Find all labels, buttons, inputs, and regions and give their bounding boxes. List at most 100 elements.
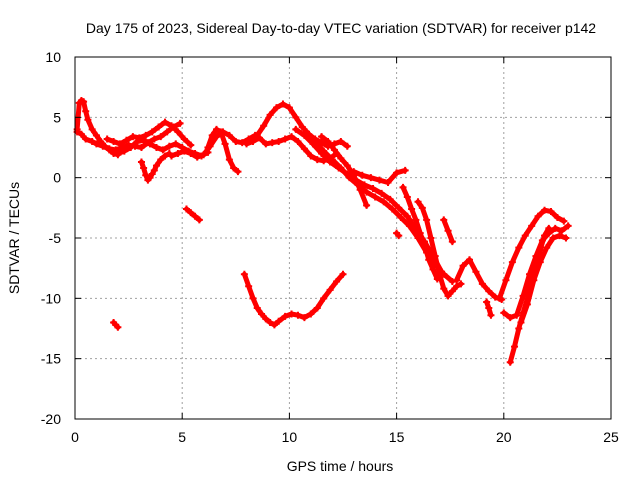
data-point: [281, 312, 289, 320]
data-point: [152, 162, 160, 170]
data-point: [350, 168, 358, 176]
grid-lines: [75, 57, 611, 419]
data-point: [528, 222, 536, 230]
data-point: [163, 128, 171, 136]
data-point: [217, 128, 225, 136]
data-point: [519, 292, 527, 300]
data-point: [556, 232, 564, 240]
data-point: [472, 268, 480, 276]
data-point: [135, 134, 143, 142]
data-point: [440, 216, 448, 224]
axis-ticks: 0 5 10 15 20 25 -20 -15 -10 -5 0 5 10: [41, 49, 619, 445]
data-point: [273, 104, 281, 112]
data-point: [517, 318, 525, 326]
data-point: [543, 244, 551, 252]
data-point: [148, 170, 156, 178]
data-point: [180, 147, 188, 155]
data-points: [73, 96, 572, 366]
series-arc-20: [453, 256, 506, 304]
data-point: [105, 145, 113, 153]
data-point: [500, 309, 508, 317]
data-point: [538, 236, 546, 244]
data-point: [161, 152, 169, 160]
data-point: [397, 213, 405, 221]
data-point: [82, 107, 90, 115]
data-point: [444, 292, 452, 300]
data-point: [176, 119, 184, 127]
data-point: [288, 133, 296, 141]
data-point: [553, 213, 561, 221]
y-tick-label: -10: [41, 290, 61, 306]
data-point: [157, 133, 165, 141]
data-point: [288, 310, 296, 318]
data-point: [187, 209, 195, 217]
data-point: [187, 141, 195, 149]
data-point: [343, 142, 351, 150]
data-point: [258, 310, 266, 318]
data-point: [122, 136, 130, 144]
series-arc-26: [517, 232, 570, 326]
data-point: [414, 198, 422, 206]
data-point: [279, 100, 287, 108]
series-arc-7: [204, 125, 242, 176]
data-point: [292, 113, 300, 121]
data-point: [187, 150, 195, 158]
series-arc-15: [318, 133, 371, 209]
data-point: [116, 140, 124, 148]
series-arc-12: [240, 270, 347, 329]
series-arc-23: [496, 206, 568, 302]
data-point: [80, 98, 88, 106]
data-point: [339, 270, 347, 278]
data-point: [253, 304, 261, 312]
data-point: [459, 262, 467, 270]
y-tick-label: 0: [53, 170, 61, 186]
data-point: [534, 212, 542, 220]
series-arc-2: [73, 119, 184, 154]
series-arc-13: [292, 125, 446, 276]
series-arc-22: [393, 229, 403, 240]
data-point: [541, 206, 549, 214]
data-point: [268, 139, 276, 147]
data-point: [204, 144, 212, 151]
series-arc-25: [500, 222, 572, 322]
data-point: [127, 144, 135, 151]
data-point: [393, 169, 401, 177]
data-point: [403, 212, 411, 220]
data-point: [303, 128, 311, 136]
data-point: [92, 131, 100, 139]
data-point: [401, 166, 409, 174]
data-point: [526, 270, 534, 278]
data-point: [405, 222, 413, 230]
data-point: [180, 135, 188, 143]
data-point: [142, 171, 150, 179]
data-point: [84, 116, 92, 124]
data-point: [137, 144, 145, 151]
data-point: [292, 125, 300, 133]
data-point: [275, 137, 283, 145]
data-point: [255, 134, 263, 142]
x-tick-label: 20: [496, 429, 512, 445]
series-arc-21: [483, 298, 495, 319]
data-point: [457, 280, 465, 288]
data-point: [425, 256, 433, 264]
data-point: [157, 156, 165, 164]
data-point: [232, 137, 240, 145]
data-point: [307, 152, 315, 160]
data-point: [245, 282, 253, 290]
data-point: [112, 146, 120, 154]
data-point: [465, 256, 473, 264]
data-point: [363, 201, 371, 209]
data-point: [137, 158, 145, 166]
data-point: [120, 147, 128, 155]
data-point: [444, 227, 452, 235]
data-point: [142, 131, 150, 139]
series-arc-6: [167, 128, 259, 161]
data-point: [453, 282, 461, 290]
data-point: [249, 294, 257, 302]
data-point: [337, 154, 345, 162]
data-point: [234, 168, 242, 176]
data-point: [496, 294, 504, 302]
data-point: [266, 111, 274, 119]
data-point: [333, 277, 341, 285]
data-point: [343, 162, 351, 170]
